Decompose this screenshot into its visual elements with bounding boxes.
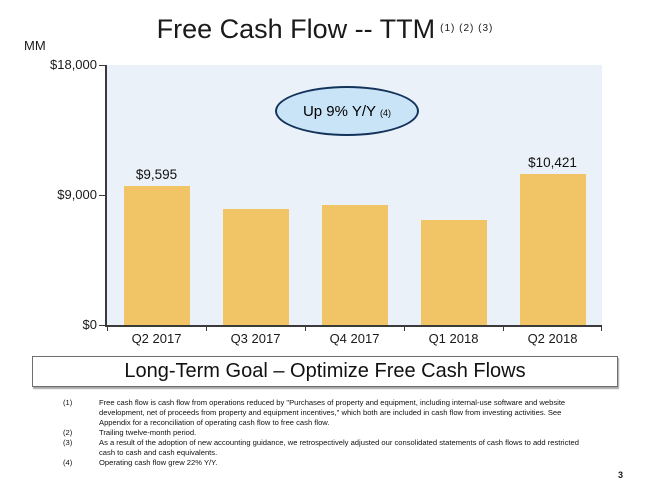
footnote-text: Free cash flow is cash flow from operati… xyxy=(99,398,566,427)
goal-banner: Long-Term Goal – Optimize Free Cash Flow… xyxy=(32,356,618,387)
footnote-number: (3) xyxy=(63,438,73,447)
y-axis-label: $0 xyxy=(82,317,97,332)
bar-q1-2018 xyxy=(420,219,487,325)
footnote-number: (1) xyxy=(63,398,73,407)
units-label: MM xyxy=(24,38,46,53)
footnote-item-4: (4) Operating cash flow grew 22% Y/Y. xyxy=(63,458,593,468)
slide-title: Free Cash Flow -- TTM (1) (2) (3) xyxy=(0,14,650,45)
footnote-text: As a result of the adoption of new accou… xyxy=(99,438,579,457)
footnote-number: (2) xyxy=(63,428,73,437)
y-axis-tick xyxy=(99,195,105,196)
title-footnote-refs: (1) (2) (3) xyxy=(440,23,494,34)
x-axis-label: Q4 2017 xyxy=(329,331,380,346)
callout-footnote-ref: (4) xyxy=(380,107,392,118)
y-axis-label: $9,000 xyxy=(57,187,97,202)
footnote-item-2: (2) Trailing twelve-month period. xyxy=(63,428,593,438)
footnote-item-3: (3) As a result of the adoption of new ac… xyxy=(63,438,593,458)
x-axis-tick xyxy=(206,327,207,331)
footnote-item-1: (1) Free cash flow is cash flow from oper… xyxy=(63,398,593,428)
slide-title-text: Free Cash Flow -- TTM xyxy=(156,14,436,44)
bar-q4-2017 xyxy=(321,205,388,325)
x-axis-label: Q1 2018 xyxy=(428,331,479,346)
x-axis-tick xyxy=(601,327,602,331)
x-axis-tick xyxy=(404,327,405,331)
bar-value-label: $10,421 xyxy=(528,155,577,171)
y-axis-tick xyxy=(99,65,105,66)
footnote-text: Trailing twelve-month period. xyxy=(99,428,197,437)
y-axis-tick xyxy=(99,325,105,326)
x-axis-label: Q2 2017 xyxy=(131,331,182,346)
footnote-number: (4) xyxy=(63,458,73,467)
x-axis-labels: Q2 2017 Q3 2017 Q4 2017 Q1 2018 Q2 2018 xyxy=(107,331,602,347)
footnote-text: Operating cash flow grew 22% Y/Y. xyxy=(99,458,218,467)
bar-value-label: $9,595 xyxy=(135,167,178,183)
footnotes: (1) Free cash flow is cash flow from oper… xyxy=(63,398,593,468)
x-axis-tick xyxy=(107,327,108,331)
x-axis-tick xyxy=(503,327,504,331)
y-axis-label: $18,000 xyxy=(50,57,97,72)
x-axis-label: Q2 2018 xyxy=(527,331,578,346)
bar-q2-2017 xyxy=(123,186,190,325)
bar-q2-2018 xyxy=(519,174,586,325)
x-axis-label: Q3 2017 xyxy=(230,331,281,346)
x-axis-tick xyxy=(305,327,306,331)
page-number: 3 xyxy=(618,470,624,480)
callout-oval: Up 9% Y/Y (4) xyxy=(275,86,419,136)
callout-text: Up 9% Y/Y xyxy=(302,102,377,120)
bar-q3-2017 xyxy=(222,208,289,325)
